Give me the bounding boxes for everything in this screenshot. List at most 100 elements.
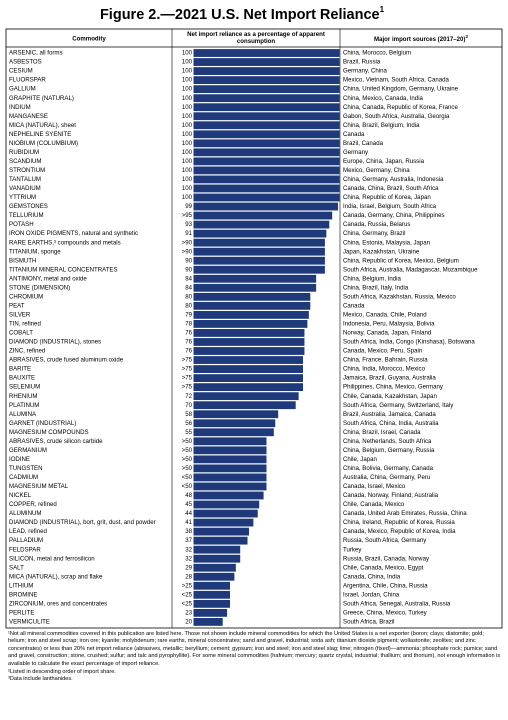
commodity-label: MAGNESIUM METAL (9, 483, 69, 490)
source-label: Canada, China, India (343, 573, 401, 580)
bar (193, 617, 223, 626)
bar (193, 590, 230, 599)
value-label: 100 (182, 50, 193, 57)
bar (193, 85, 340, 94)
commodity-label: ASBESTOS (9, 59, 42, 66)
source-label: Jamaica, Brazil, Guyana, Australia (343, 375, 436, 382)
commodity-label: ABRASIVES, crude fused aluminum oxide (9, 357, 124, 364)
value-label: >50 (182, 456, 193, 463)
value-label: >95 (182, 212, 193, 219)
commodity-label: SALT (9, 564, 24, 571)
bar (193, 211, 333, 220)
bar (193, 446, 267, 455)
value-label: <50 (182, 483, 193, 490)
value-label: 76 (185, 330, 192, 337)
commodity-label: DIAMOND (INDUSTRIAL), bort, grit, dust, … (9, 519, 156, 526)
source-label: Greece, China, Mexico, Turkey (343, 609, 428, 616)
commodity-label: PALLADIUM (9, 537, 43, 544)
bar (193, 509, 258, 518)
footnotes: ¹Not all mineral commodities covered in … (8, 631, 502, 684)
bar (193, 256, 325, 265)
source-label: Israel, Jordan, China (343, 591, 400, 598)
source-label: Gabon, South Africa, Australia, Georgia (343, 113, 450, 120)
bar (193, 157, 340, 166)
commodity-label: IODINE (9, 456, 30, 463)
source-label: China, Brazil, Italy, India (343, 284, 409, 291)
source-label: South Africa, Australia, Madagascar, Moz… (343, 266, 478, 273)
commodity-label: ANTIMONY, metal and oxide (9, 275, 87, 282)
source-label: China, Republic of Korea, Mexico, Belgiu… (343, 257, 459, 264)
value-label: 29 (185, 564, 192, 571)
bar (193, 184, 340, 193)
value-label: 84 (185, 284, 192, 291)
commodity-label: COBALT (9, 330, 33, 337)
commodity-header: Commodity (72, 36, 106, 43)
value-label: 100 (182, 68, 193, 75)
source-label: Philippines, China, Mexico, Germany (343, 384, 444, 391)
bar (193, 202, 339, 211)
source-label: Canada, Mexico, Republic of Korea, India (343, 528, 456, 535)
value-label: <25 (182, 600, 193, 607)
bar (193, 500, 260, 509)
source-label: China, Canada, Republic of Korea, France (343, 104, 458, 111)
bar (193, 464, 267, 473)
source-label: Chile, Canada, Mexico, Egypt (343, 564, 424, 571)
value-label: 58 (185, 411, 192, 418)
bar (193, 347, 305, 355)
bar (193, 238, 325, 247)
commodity-label: ZIRCONIUM, ores and concentrates (9, 600, 107, 607)
bar (193, 103, 340, 112)
commodity-label: TITANIUM, sponge (9, 248, 61, 255)
commodity-label: STONE (DIMENSION) (9, 284, 70, 291)
value-label: >75 (182, 384, 193, 391)
value-label: 100 (182, 194, 193, 201)
source-label: Canada, China, Brazil, South Africa (343, 185, 439, 192)
commodity-label: TELLURIUM (9, 212, 44, 219)
commodity-label: COPPER, refined (9, 501, 57, 508)
value-label: 72 (185, 393, 192, 400)
commodity-label: SILICON, metal and ferrosilicon (9, 555, 95, 562)
commodity-label: CADMIUM (9, 474, 38, 481)
value-label: 80 (185, 293, 192, 300)
source-label: Russia, South Africa, Germany (343, 537, 427, 544)
source-label: Chile, Canada, Kazakhstan, Japan (343, 393, 437, 400)
source-label: Mexico, Canada, Chile, Poland (343, 311, 427, 318)
bar (193, 49, 340, 57)
frame (5, 28, 503, 629)
value-label: >25 (182, 582, 193, 589)
commodity-label: NIOBIUM (COLUMBIUM) (9, 140, 78, 147)
source-label: Canada, Russia, Belarus (343, 221, 410, 228)
bar (193, 392, 299, 401)
bar (193, 265, 325, 274)
bar (193, 608, 228, 617)
source-label: South Africa, Germany, Switzerland, Ital… (343, 402, 454, 409)
commodity-label: LITHIUM (9, 582, 33, 589)
source-label: Canada, Norway, Finland, Australia (343, 492, 439, 499)
value-label: 100 (182, 95, 193, 102)
value-label: 100 (182, 77, 193, 84)
bar (193, 283, 317, 292)
value-label: 76 (185, 339, 192, 346)
source-label: South Africa, Senegal, Australia, Russia (343, 600, 451, 607)
source-label: Canada, Israel, Mexico (343, 483, 406, 490)
commodity-label: TANTALUM (9, 176, 41, 183)
value-label: 79 (185, 311, 192, 318)
commodity-label: STRONTIUM (9, 167, 45, 174)
value-label: 37 (185, 537, 192, 544)
footnote: ²Listed in descending order of import sh… (8, 668, 116, 675)
bar (193, 410, 279, 419)
value-label: 45 (185, 501, 192, 508)
commodity-label: ARSENIC, all forms (9, 50, 63, 57)
commodity-label: GERMANIUM (9, 447, 47, 454)
bar (193, 220, 330, 229)
value-label: 100 (182, 104, 193, 111)
bar (193, 193, 340, 202)
commodity-label: NEPHELINE SYENITE (9, 131, 71, 138)
bar (193, 356, 303, 364)
bar (193, 374, 303, 383)
source-label: Argentina, Chile, China, Russia (343, 582, 428, 589)
value-label: 70 (185, 402, 192, 409)
bar (193, 383, 303, 392)
value-label: 90 (185, 257, 192, 264)
